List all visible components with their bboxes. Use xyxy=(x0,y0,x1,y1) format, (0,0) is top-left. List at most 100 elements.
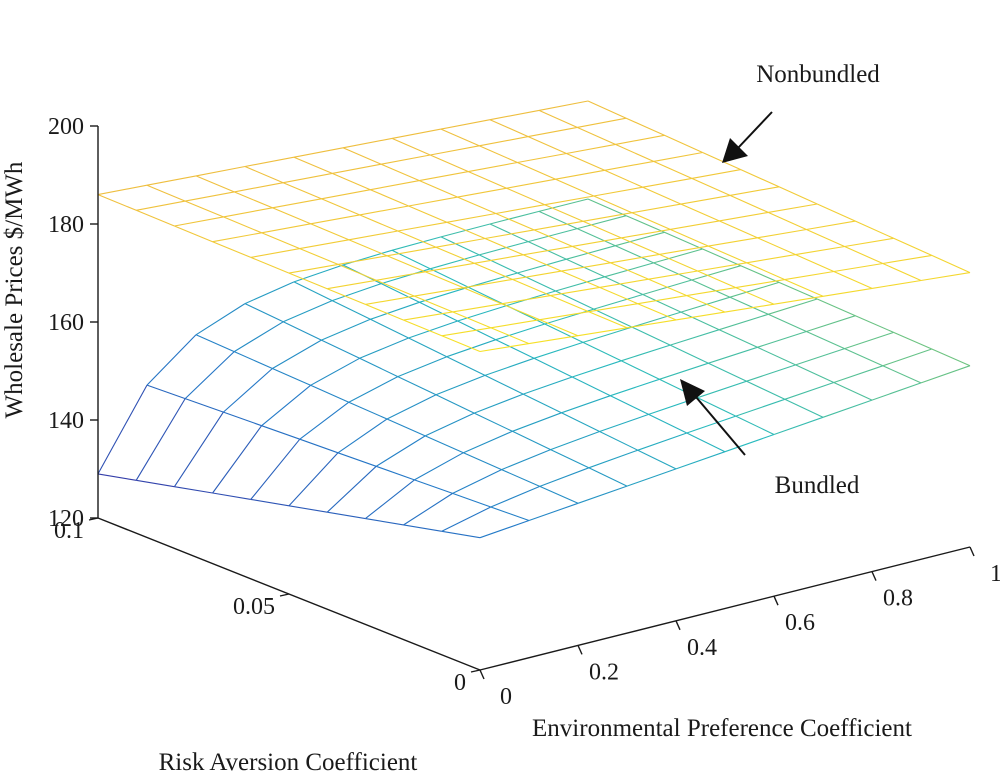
bundled-mesh-line xyxy=(321,318,371,341)
bundled-mesh-line xyxy=(637,432,687,451)
bundled-mesh-line xyxy=(708,362,747,382)
nonbundled-mesh-line xyxy=(435,246,475,264)
bundled-mesh-line xyxy=(893,331,933,350)
bundled-mesh-line xyxy=(686,415,736,434)
nonbundled-label: Nonbundled xyxy=(756,61,880,88)
nonbundled-mesh-line xyxy=(806,228,845,248)
bundled-mesh-line xyxy=(538,210,578,230)
nonbundled-mesh-line xyxy=(501,303,541,321)
bundled-mesh-line xyxy=(604,276,644,295)
nonbundled-mesh-line xyxy=(637,295,687,305)
bundled-mesh-line xyxy=(441,506,492,532)
nonbundled-mesh-line xyxy=(527,136,567,155)
nonbundled-mesh-line xyxy=(484,229,535,240)
bundled-mesh-line xyxy=(566,245,616,260)
bundled-mesh-line xyxy=(299,401,350,440)
bundled-mesh-line xyxy=(484,357,535,376)
nonbundled-mesh-line xyxy=(293,147,344,158)
bundled-mesh-line xyxy=(478,254,518,274)
bundled-mesh-line xyxy=(816,298,856,317)
nonbundled-mesh-line xyxy=(233,191,273,209)
nonbundled-mesh-line xyxy=(615,134,665,145)
bundled-mesh-line xyxy=(435,374,486,396)
nonbundled-mesh-line xyxy=(337,255,388,265)
bundled-mesh-line xyxy=(653,262,693,281)
bundled-mesh-line xyxy=(615,231,665,247)
bundled-mesh-line xyxy=(561,395,611,414)
nonbundled-mesh-line xyxy=(397,230,437,248)
bundled-mesh-line xyxy=(697,380,747,399)
bundled-mesh-line xyxy=(233,351,273,370)
nonbundled-mesh-line xyxy=(604,169,644,188)
nonbundled-mesh-line xyxy=(576,126,616,145)
nonbundled-mesh-line xyxy=(871,279,922,289)
nonbundled-mesh-line xyxy=(784,270,834,281)
nonbundled-mesh-line xyxy=(457,187,507,198)
nonbundled-mesh-line xyxy=(593,195,633,214)
bundled-mesh-line xyxy=(680,296,731,313)
nonbundled-mesh-line xyxy=(391,128,442,139)
bundled-arrow-head xyxy=(680,379,705,406)
bundled-mesh-line xyxy=(310,384,350,403)
nonbundled-mesh-line xyxy=(523,245,573,256)
nonbundled-mesh-line xyxy=(572,237,622,247)
nonbundled-mesh-line xyxy=(550,295,590,313)
nonbundled-mesh-line xyxy=(512,278,551,297)
nonbundled-mesh-line xyxy=(512,270,562,280)
bundled-mesh-line xyxy=(724,433,775,453)
nonbundled-mesh-line xyxy=(135,209,175,227)
nonbundled-mesh-line xyxy=(359,205,409,216)
nonbundled-mesh-line xyxy=(708,237,758,247)
bundled-mesh-line xyxy=(806,330,845,350)
bundled-mesh-line xyxy=(293,264,344,283)
nonbundled-mesh-line xyxy=(746,262,786,281)
bundled-mesh-line xyxy=(882,348,932,367)
bundled-mesh-line xyxy=(250,498,290,507)
nonbundled-mesh-line xyxy=(441,335,481,353)
nonbundled-mesh-line xyxy=(283,172,333,184)
risk-tick-mark xyxy=(279,593,290,597)
nonbundled-mesh-line xyxy=(321,198,360,216)
nonbundled-mesh-line xyxy=(621,228,671,239)
y-axis-title: Risk Aversion Coefficient xyxy=(159,749,418,771)
nonbundled-mesh-line xyxy=(479,343,530,353)
nonbundled-mesh-line xyxy=(735,287,775,305)
nonbundled-mesh-line xyxy=(370,189,409,207)
nonbundled-mesh-line xyxy=(414,287,464,297)
nonbundled-mesh-line xyxy=(528,335,579,345)
bundled-mesh-line xyxy=(326,465,377,513)
nonbundled-mesh-line xyxy=(490,327,530,345)
nonbundled-mesh-line xyxy=(463,287,502,305)
bundled-arrow-shaft xyxy=(695,396,746,456)
bundled-mesh-line xyxy=(212,492,251,500)
bundled-mesh-line xyxy=(321,339,360,359)
bundled-mesh-line xyxy=(484,374,524,395)
bundled-mesh-line xyxy=(430,254,480,270)
nonbundled-mesh-line xyxy=(599,278,649,288)
bundled-mesh-line xyxy=(435,394,475,414)
nonbundled-mesh-line xyxy=(299,248,339,265)
env-tick-label: 0.2 xyxy=(589,659,619,685)
bundled-mesh-line xyxy=(212,425,263,494)
nonbundled-mesh-line xyxy=(566,143,616,155)
bundled-mesh-line xyxy=(195,303,246,336)
nonbundled-mesh-line xyxy=(659,245,709,255)
z-tick-label: 200 xyxy=(48,114,84,140)
nonbundled-mesh-line xyxy=(288,272,328,290)
nonbundled-mesh-line xyxy=(691,169,741,179)
nonbundled-mesh-line xyxy=(174,225,213,243)
nonbundled-mesh-line xyxy=(174,216,224,227)
bundled-mesh-line xyxy=(452,469,502,494)
nonbundled-mesh-line xyxy=(588,311,628,329)
bundled-mesh-line xyxy=(397,376,437,396)
bundled-mesh-line xyxy=(822,399,873,418)
nonbundled-mesh-line xyxy=(440,119,491,130)
bundled-mesh-line xyxy=(533,341,584,359)
nonbundled-arrow-head xyxy=(722,138,748,163)
bundled-mesh-line xyxy=(784,381,834,400)
bundled-mesh-line xyxy=(653,248,703,264)
nonbundled-mesh-line xyxy=(250,256,290,274)
bundled-mesh-line xyxy=(463,452,502,471)
